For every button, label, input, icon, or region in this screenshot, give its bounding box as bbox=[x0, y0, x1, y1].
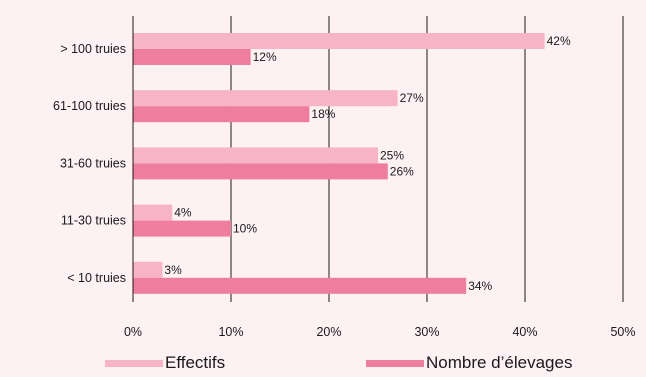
data-label: 4% bbox=[174, 206, 192, 220]
bar-nombre-d-elevages-10-truies bbox=[133, 277, 467, 294]
x-tick-label: 40% bbox=[512, 325, 537, 339]
data-label: 25% bbox=[380, 148, 404, 162]
bar-nombre-d-elevages-61-100-truies bbox=[133, 106, 310, 123]
data-label: 10% bbox=[233, 222, 257, 236]
category-label: > 100 truies bbox=[60, 42, 126, 56]
legend-item-effectifs: Effectifs bbox=[105, 352, 225, 374]
bar-effectifs-31-60-truies bbox=[133, 147, 378, 164]
x-tick-label: 30% bbox=[414, 325, 439, 339]
x-tick-label: 20% bbox=[316, 325, 341, 339]
bar-nombre-d-elevages-11-30-truies bbox=[133, 220, 231, 237]
data-label: 26% bbox=[390, 164, 414, 178]
x-tick-label: 0% bbox=[124, 325, 142, 339]
bar-effectifs-100-truies bbox=[133, 33, 545, 49]
bar-nombre-d-elevages-31-60-truies bbox=[133, 163, 388, 180]
bar-effectifs-11-30-truies bbox=[133, 204, 173, 221]
bar-effectifs-10-truies bbox=[133, 261, 163, 278]
category-label: 61-100 truies bbox=[53, 99, 126, 113]
legend-swatch-effectifs bbox=[105, 359, 163, 367]
category-label: 31-60 truies bbox=[60, 156, 126, 170]
data-label: 42% bbox=[547, 34, 571, 48]
data-label: 18% bbox=[311, 107, 335, 121]
data-label: 12% bbox=[253, 50, 277, 64]
legend-item-nombre-elevages: Nombre d’élevages bbox=[366, 352, 572, 374]
legend-label-nombre-elevages: Nombre d’élevages bbox=[426, 353, 573, 372]
category-label: 11-30 truies bbox=[61, 214, 126, 228]
legend-label-effectifs: Effectifs bbox=[165, 353, 226, 372]
data-label: 27% bbox=[400, 91, 424, 105]
x-tick-label: 50% bbox=[610, 325, 635, 339]
legend-swatch-nombre-elevages bbox=[366, 359, 424, 367]
data-label: 34% bbox=[468, 279, 492, 293]
data-label: 3% bbox=[164, 263, 182, 277]
category-label: < 10 truies bbox=[67, 271, 126, 285]
bar-nombre-d-elevages-100-truies bbox=[133, 49, 251, 65]
x-tick-label: 10% bbox=[218, 325, 243, 339]
bar-effectifs-61-100-truies bbox=[133, 90, 398, 107]
